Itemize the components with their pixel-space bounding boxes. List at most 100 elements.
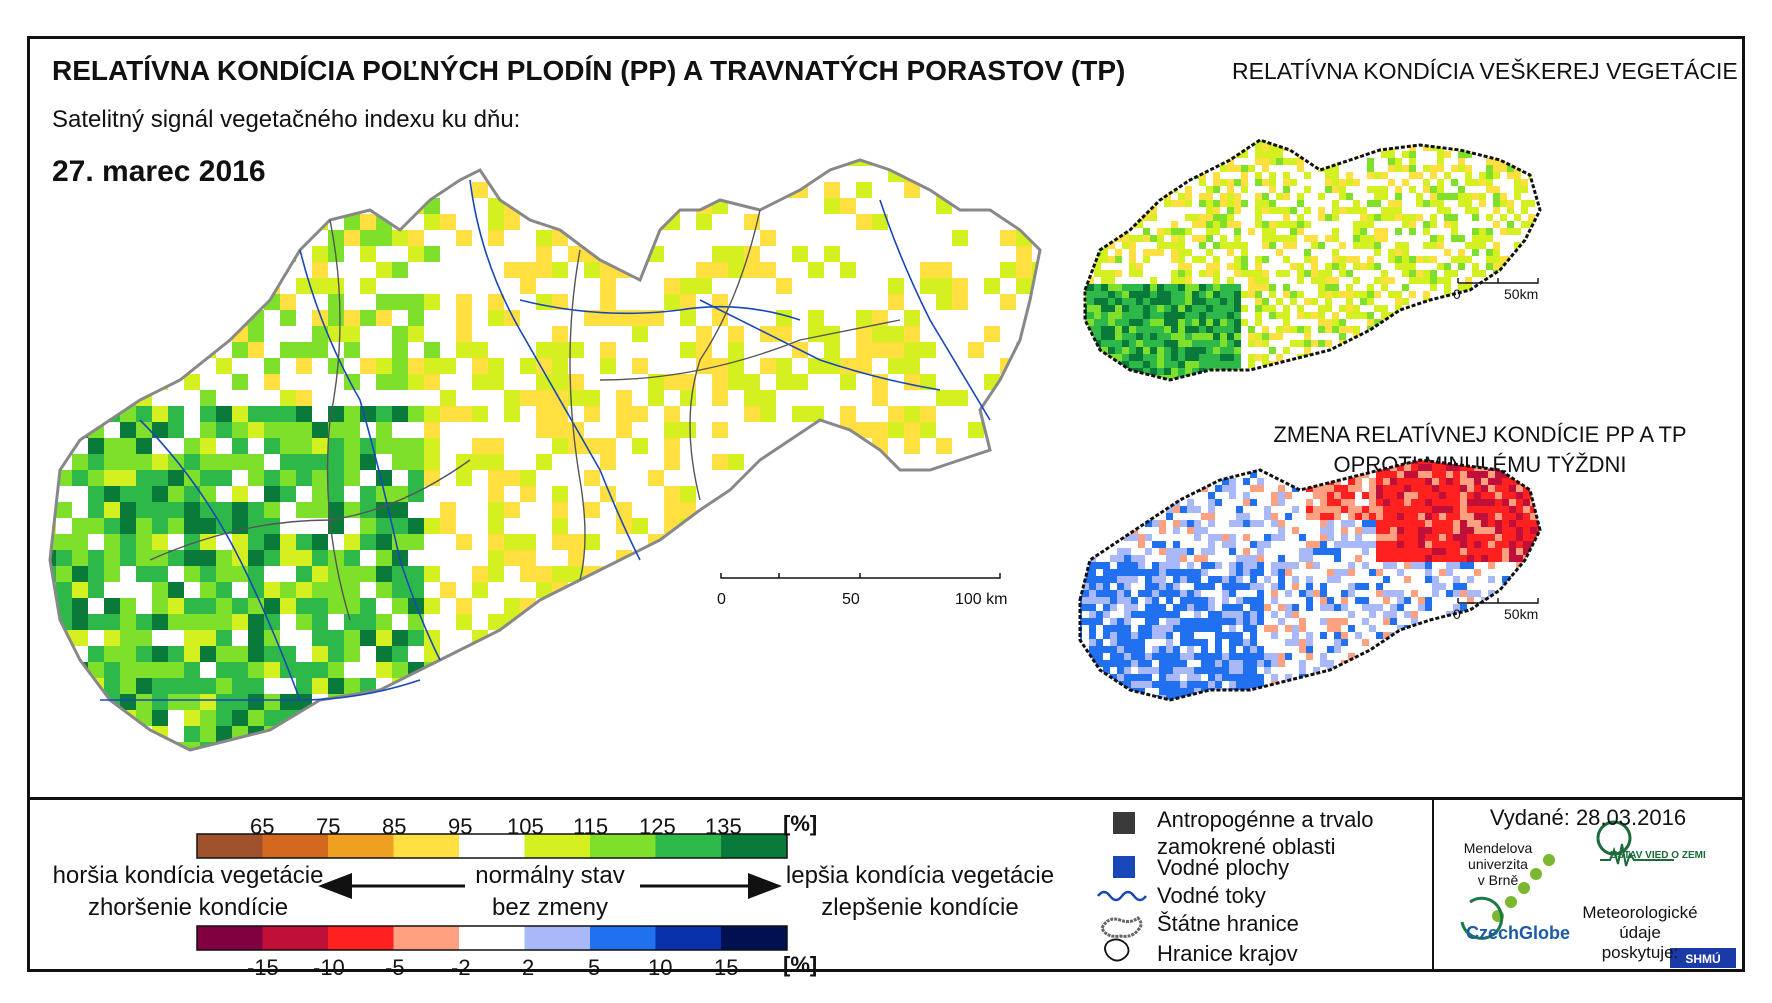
cell [1521, 193, 1528, 200]
cell [872, 566, 888, 582]
cell [1339, 151, 1346, 158]
cell [920, 486, 936, 502]
cell [1108, 298, 1115, 305]
cell [744, 390, 760, 406]
cell [1451, 368, 1458, 375]
cell [712, 278, 728, 294]
cell [1402, 200, 1409, 207]
cell [264, 582, 280, 598]
cell [936, 230, 952, 246]
cell [296, 646, 312, 662]
cell [1388, 214, 1395, 221]
cell [1143, 291, 1150, 298]
cell [184, 182, 200, 198]
cell [840, 502, 856, 518]
cell [648, 502, 664, 518]
cell [792, 246, 808, 262]
cell [344, 502, 360, 518]
cell [136, 374, 152, 390]
cell [1374, 221, 1381, 228]
cell [120, 486, 136, 502]
cell [1129, 200, 1136, 207]
cell [456, 678, 472, 694]
cell [1115, 340, 1122, 347]
cell [1444, 130, 1451, 137]
cell [1283, 186, 1290, 193]
cell [200, 246, 216, 262]
cell [472, 518, 488, 534]
cell [1241, 375, 1248, 380]
cell [792, 358, 808, 374]
cell [1395, 382, 1402, 389]
cell [1143, 382, 1150, 389]
cell [1290, 256, 1297, 263]
cell [728, 166, 744, 182]
cell [440, 390, 456, 406]
cell [856, 726, 872, 742]
cell [360, 758, 376, 774]
cell [1227, 319, 1234, 326]
cell [1332, 312, 1339, 319]
cell [1032, 710, 1040, 726]
cell [1206, 130, 1213, 137]
cell [136, 160, 152, 166]
cell [1486, 319, 1493, 326]
cell [1367, 312, 1374, 319]
cell [216, 694, 232, 710]
cell [72, 726, 88, 742]
cell [1094, 221, 1101, 228]
cell [1248, 375, 1255, 380]
cell [1535, 368, 1540, 375]
cell [472, 550, 488, 566]
cell [920, 566, 936, 582]
cell [200, 454, 216, 470]
cell [936, 342, 952, 358]
cell [712, 502, 728, 518]
cell [168, 710, 184, 726]
cell [920, 160, 936, 166]
cell [1143, 298, 1150, 305]
cell [1157, 312, 1164, 319]
cell [568, 166, 584, 182]
cell [1143, 361, 1150, 368]
cell [728, 262, 744, 278]
cell [1087, 305, 1094, 312]
cell [1206, 263, 1213, 270]
cell [472, 246, 488, 262]
cell [1122, 249, 1129, 256]
cell [1311, 193, 1318, 200]
cell [1220, 193, 1227, 200]
cell [1381, 172, 1388, 179]
cell [1514, 151, 1521, 158]
cell [1304, 186, 1311, 193]
cell [936, 518, 952, 534]
cell [1304, 263, 1311, 270]
cell [1016, 166, 1032, 182]
cell [1248, 249, 1255, 256]
cell [1269, 291, 1276, 298]
cell [1514, 235, 1521, 242]
cell [1346, 368, 1353, 375]
cell [1297, 179, 1304, 186]
cell [1192, 179, 1199, 186]
cell [1486, 284, 1493, 291]
cell [1164, 256, 1171, 263]
cell [1535, 140, 1540, 144]
cell [760, 566, 776, 582]
cell [1360, 263, 1367, 270]
cell [1087, 312, 1094, 319]
cell [1311, 144, 1318, 151]
cell [56, 262, 72, 278]
cell [1164, 333, 1171, 340]
cell [344, 742, 360, 750]
cell [1262, 165, 1269, 172]
cell [1528, 319, 1535, 326]
cell [1129, 193, 1136, 200]
cell [376, 406, 392, 422]
cell [1346, 291, 1353, 298]
cell [1381, 179, 1388, 186]
cell [1171, 130, 1178, 137]
main-map-border [48, 158, 1042, 752]
cell [184, 582, 200, 598]
cell [1094, 151, 1101, 158]
